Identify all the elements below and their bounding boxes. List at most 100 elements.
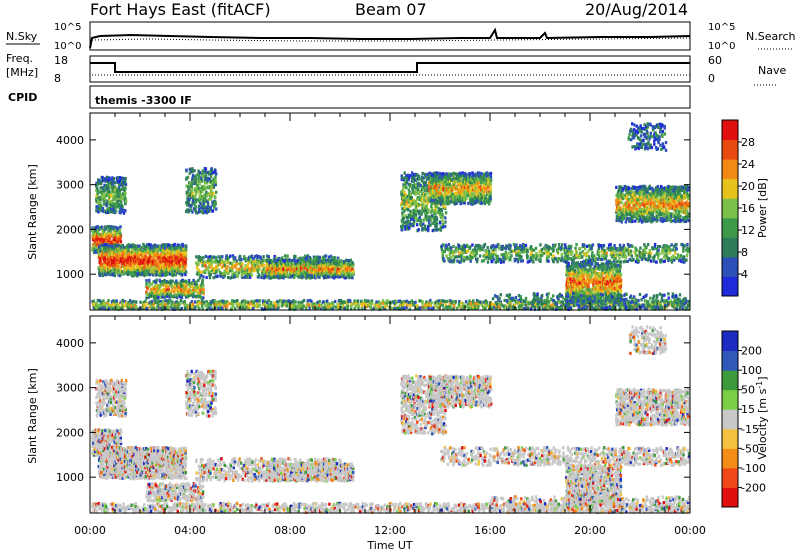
range-gate-cell [93, 300, 95, 303]
noise-sky-trace [90, 30, 690, 48]
range-gate-cell [444, 205, 446, 208]
range-gate-cell [262, 255, 264, 258]
range-gate-cell [444, 216, 446, 219]
range-gate-cell [167, 306, 169, 309]
range-gate-cell [209, 270, 211, 273]
range-gate-cell [319, 256, 321, 259]
range-gate-cell [425, 215, 427, 218]
range-gate-cell [188, 279, 190, 282]
range-gate-cell [214, 175, 216, 178]
range-gate-cell [202, 275, 204, 278]
range-gate-cell [440, 208, 442, 211]
range-gate-cell [145, 279, 147, 282]
range-gate-cell [347, 305, 349, 308]
noise-left-label: N.Sky [6, 30, 38, 43]
range-gate-cell [320, 304, 322, 307]
range-gate-cell [194, 205, 196, 208]
range-gate-cell [202, 279, 204, 282]
range-gate-cell [418, 175, 420, 178]
range-gate-cell [439, 221, 441, 224]
range-gate-cell [142, 252, 144, 255]
range-gate-cell [437, 228, 439, 231]
range-gate-cell [229, 255, 231, 258]
date-title: 20/Aug/2014 [585, 0, 688, 19]
freq-label-1: Freq. [6, 52, 33, 65]
range-gate-cell [268, 255, 270, 258]
range-gate-cell [441, 213, 443, 216]
range-gate-cell [352, 270, 354, 273]
range-gate-cell [205, 167, 207, 170]
range-gate-cell [144, 300, 146, 303]
range-gate-cell [233, 275, 235, 278]
range-gate-cell [205, 255, 207, 258]
range-gate-cell [415, 213, 417, 216]
range-gate-cell [231, 269, 233, 272]
range-gate-cell [261, 259, 263, 262]
range-gate-cell [124, 192, 126, 195]
range-gate-cell [504, 299, 506, 302]
range-gate-cell [201, 180, 203, 183]
range-gate-cell [214, 169, 216, 172]
range-gate-cell [124, 209, 126, 212]
range-gate-cell [430, 205, 432, 208]
range-gate-cell [334, 300, 336, 303]
range-gate-cell [210, 175, 212, 178]
range-gate-cell [189, 294, 191, 297]
range-gate-cell [227, 272, 229, 275]
range-gate-cell [102, 207, 104, 210]
range-gate-cell [441, 219, 443, 222]
range-gate-cell [205, 276, 207, 279]
range-gate-cell [322, 260, 324, 263]
range-gate-cell [193, 169, 195, 172]
range-gate-cell [241, 267, 243, 270]
range-gate-cell [424, 225, 426, 228]
range-gate-cell [179, 302, 181, 305]
nave-label: Nave [758, 64, 786, 77]
range-gate-cell [340, 269, 342, 272]
range-gate-cell [318, 300, 320, 303]
range-gate-cell [268, 299, 270, 302]
range-gate-cell [110, 195, 112, 198]
range-gate-cell [104, 187, 106, 190]
range-gate-cell [108, 190, 110, 193]
range-gate-cell [120, 240, 122, 243]
range-gate-cell [212, 192, 214, 195]
range-gate-cell [637, 299, 639, 302]
range-gate-cell [209, 255, 211, 258]
range-gate-cell [223, 274, 225, 277]
range-gate-cell [124, 187, 126, 190]
range-gate-cell [408, 226, 410, 229]
range-gate-cell [297, 269, 299, 272]
range-gate-cell [258, 267, 260, 270]
range-gate-cell [177, 306, 179, 309]
range-gate-cell [352, 272, 354, 275]
range-gate-cell [171, 280, 173, 283]
range-gate-cell [417, 191, 419, 194]
range-gate-cell [439, 175, 441, 178]
range-gate-cell [457, 305, 459, 308]
range-gate-cell [243, 272, 245, 275]
range-gate-cell [403, 306, 405, 309]
range-gate-cell [498, 306, 500, 309]
range-gate-cell [185, 244, 187, 247]
range-gate-cell [433, 228, 435, 231]
range-gate-cell [199, 182, 201, 185]
range-gate-cell [191, 210, 193, 213]
range-gate-cell [157, 292, 159, 295]
range-gate-cell [99, 201, 101, 204]
range-gate-cell [174, 243, 176, 246]
range-gate-cell [334, 259, 336, 262]
range-gate-cell [191, 167, 193, 170]
range-gate-cell [439, 189, 441, 192]
range-gate-cell [211, 167, 213, 170]
range-gate-cell [431, 173, 433, 176]
range-gate-cell [122, 299, 124, 302]
range-gate-cell [202, 169, 204, 172]
freq-tick-high: 18 [54, 54, 68, 67]
range-gate-cell [113, 177, 115, 180]
range-gate-cell [416, 223, 418, 226]
range-gate-cell [325, 254, 327, 257]
range-gate-cell [308, 303, 310, 306]
range-gate-cell [248, 305, 250, 308]
